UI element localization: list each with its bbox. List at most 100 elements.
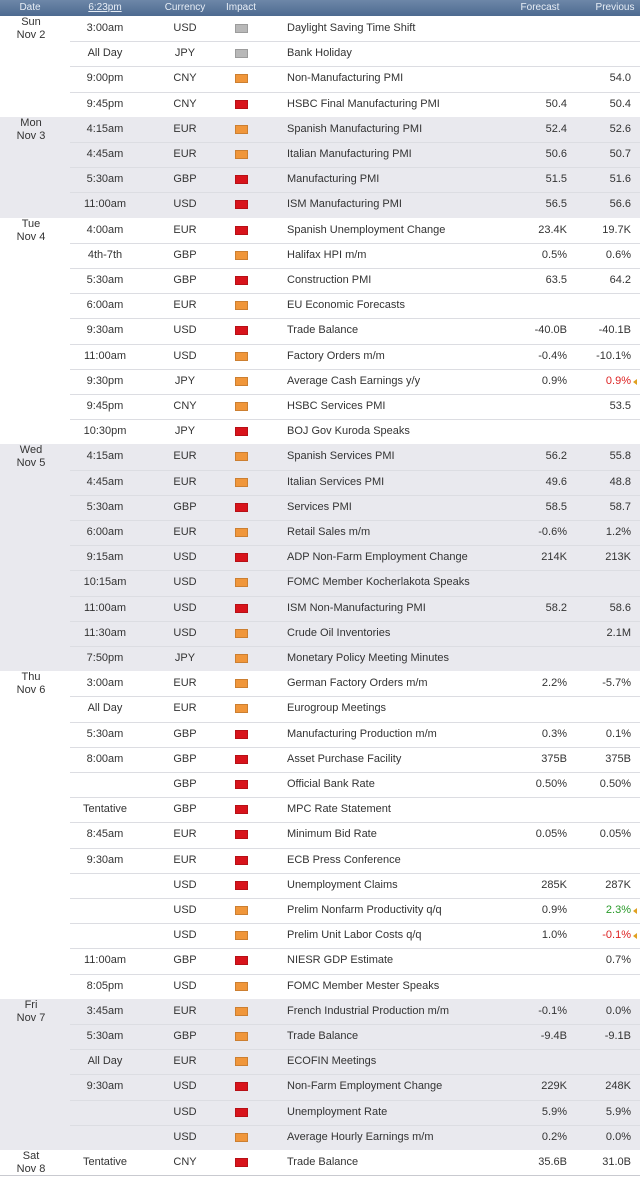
forecast: -9.4B — [540, 1029, 567, 1042]
previous: 0.6% — [605, 248, 631, 261]
day-name: Thu — [21, 671, 41, 684]
impact-icon — [235, 779, 248, 789]
previous: 1.2% — [605, 525, 631, 538]
time: 11:00am — [84, 601, 126, 614]
currency: CNY — [173, 1156, 197, 1168]
event-name: Asset Purchase Facility — [287, 752, 402, 765]
impact-icon — [235, 1132, 248, 1142]
previous: 0.05% — [599, 828, 631, 841]
currency: USD — [173, 626, 197, 639]
forecast: 52.4 — [545, 122, 567, 135]
day-name: Sun — [21, 16, 41, 28]
row-separator — [70, 1124, 640, 1126]
previous: 52.6 — [609, 122, 631, 135]
forecast: 5.9% — [541, 1105, 567, 1118]
row-separator — [70, 91, 640, 93]
day-name: Tue — [21, 217, 41, 230]
impact-icon — [235, 905, 248, 915]
event-name: Spanish Unemployment Change — [287, 223, 446, 236]
currency: USD — [173, 1105, 197, 1118]
row-separator — [70, 746, 640, 748]
previous: 0.7% — [605, 954, 631, 967]
impact-icon — [235, 1082, 248, 1092]
currency: USD — [173, 601, 197, 614]
previous: -40.1B — [598, 324, 631, 337]
previous: 50.7 — [609, 147, 631, 160]
forecast: 214K — [541, 551, 567, 564]
forecast: 0.3% — [541, 727, 567, 740]
impact-icon — [235, 1006, 248, 1016]
currency: GBP — [173, 803, 197, 816]
forecast: 0.5% — [541, 248, 567, 261]
header-previous: Previous — [595, 2, 635, 13]
time: All Day — [87, 702, 123, 715]
impact-icon — [235, 301, 248, 311]
currency: EUR — [173, 450, 197, 463]
time: 11:00am — [84, 954, 126, 967]
impact-icon — [235, 981, 248, 991]
time: 9:30am — [86, 853, 124, 866]
event-name: Retail Sales m/m — [287, 525, 371, 538]
event-name: MPC Rate Statement — [287, 803, 391, 816]
forecast: 50.6 — [545, 147, 567, 160]
previous: 19.7K — [602, 223, 631, 236]
currency: GBP — [173, 173, 197, 186]
day-date: Nov 8 — [16, 1163, 46, 1175]
row-separator — [70, 242, 640, 244]
forecast: -40.0B — [534, 324, 567, 337]
event-name: Non-Farm Employment Change — [287, 1080, 443, 1093]
day-name: Fri — [24, 998, 38, 1011]
impact-icon — [235, 175, 248, 185]
event-name: Average Cash Earnings y/y — [287, 374, 421, 387]
event-name: Prelim Unit Labor Costs q/q — [287, 929, 422, 942]
row-separator — [70, 167, 640, 169]
header-time[interactable]: 6:23pm — [88, 2, 122, 13]
row-separator — [70, 368, 640, 370]
row-separator — [70, 192, 640, 194]
row-separator — [70, 545, 640, 547]
forecast: 50.4 — [545, 97, 567, 110]
impact-icon — [235, 401, 248, 411]
impact-icon — [235, 679, 248, 689]
currency: GBP — [173, 777, 197, 790]
row-separator — [70, 645, 640, 647]
event-name: Spanish Services PMI — [287, 450, 395, 463]
time: 9:45pm — [86, 399, 124, 412]
event-name: Monetary Policy Meeting Minutes — [287, 651, 450, 664]
previous: 64.2 — [609, 273, 631, 286]
previous: 248K — [605, 1080, 631, 1093]
time: 11:00am — [84, 349, 126, 362]
impact-icon — [235, 200, 248, 210]
day-date: Nov 7 — [16, 1011, 46, 1024]
event-name: Unemployment Rate — [287, 1105, 388, 1118]
currency: EUR — [173, 828, 197, 841]
currency: EUR — [173, 299, 197, 312]
revision-icon — [633, 907, 637, 914]
currency: EUR — [173, 677, 197, 690]
event-name: Italian Services PMI — [287, 475, 385, 488]
event-name: ISM Non-Manufacturing PMI — [287, 601, 426, 614]
previous: 56.6 — [609, 198, 631, 211]
forecast: 0.50% — [535, 777, 567, 790]
day-date: Nov 5 — [16, 457, 46, 470]
time: 8:00am — [86, 752, 124, 765]
impact-icon — [235, 830, 248, 840]
impact-icon — [235, 1158, 248, 1167]
event-name: French Industrial Production m/m — [287, 1004, 450, 1017]
event-name: Italian Manufacturing PMI — [287, 147, 412, 160]
row-separator — [70, 595, 640, 597]
currency: EUR — [173, 525, 197, 538]
impact-icon — [235, 805, 248, 815]
row-separator — [70, 41, 640, 43]
revision-icon — [633, 378, 637, 385]
row-separator — [70, 519, 640, 521]
impact-icon — [235, 326, 248, 336]
event-name: Crude Oil Inventories — [287, 626, 391, 639]
row-separator — [70, 469, 640, 471]
time: 5:30am — [86, 727, 124, 740]
event-name: EU Economic Forecasts — [287, 299, 405, 312]
previous: 0.1% — [605, 727, 631, 740]
forecast: 23.4K — [538, 223, 567, 236]
forecast: 0.05% — [535, 828, 567, 841]
currency: USD — [173, 198, 197, 211]
